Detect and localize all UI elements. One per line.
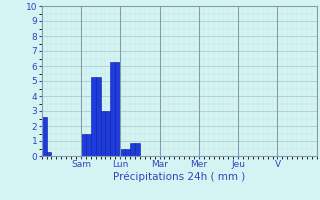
Bar: [46, 152, 52, 156]
Bar: [96, 76, 100, 156]
Bar: [110, 62, 115, 156]
X-axis label: Précipitations 24h ( mm ): Précipitations 24h ( mm ): [113, 172, 245, 182]
Bar: [86, 134, 91, 156]
Bar: [81, 134, 86, 156]
Bar: [130, 142, 135, 156]
Bar: [42, 117, 46, 156]
Bar: [91, 76, 96, 156]
Bar: [115, 62, 120, 156]
Bar: [100, 111, 106, 156]
Bar: [125, 148, 130, 156]
Bar: [106, 111, 110, 156]
Bar: [135, 142, 140, 156]
Bar: [120, 148, 125, 156]
